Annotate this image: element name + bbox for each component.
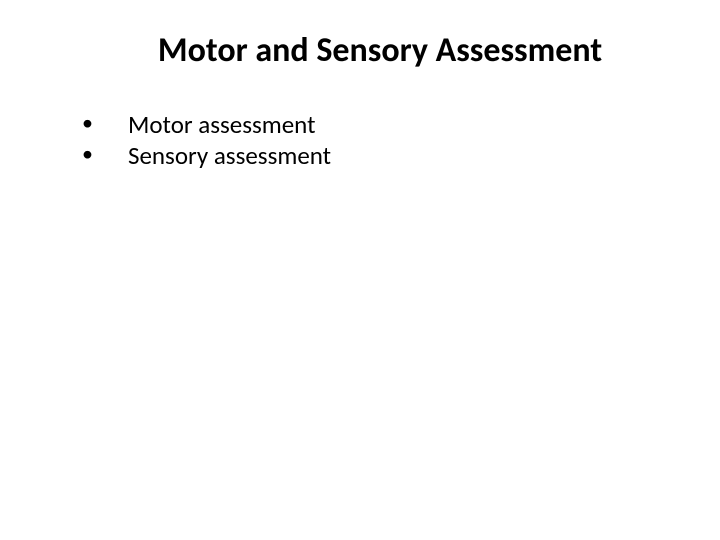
bullet-text: Motor assessment xyxy=(128,109,315,140)
slide-container: Motor and Sensory Assessment • Motor ass… xyxy=(0,0,720,540)
bullet-text: Sensory assessment xyxy=(128,140,331,171)
list-item: • Motor assessment xyxy=(80,109,680,140)
slide-title: Motor and Sensory Assessment xyxy=(80,30,680,71)
list-item: • Sensory assessment xyxy=(80,140,680,171)
bullet-marker: • xyxy=(80,109,128,137)
bullet-marker: • xyxy=(80,140,128,168)
bullet-list: • Motor assessment • Sensory assessment xyxy=(40,109,680,172)
